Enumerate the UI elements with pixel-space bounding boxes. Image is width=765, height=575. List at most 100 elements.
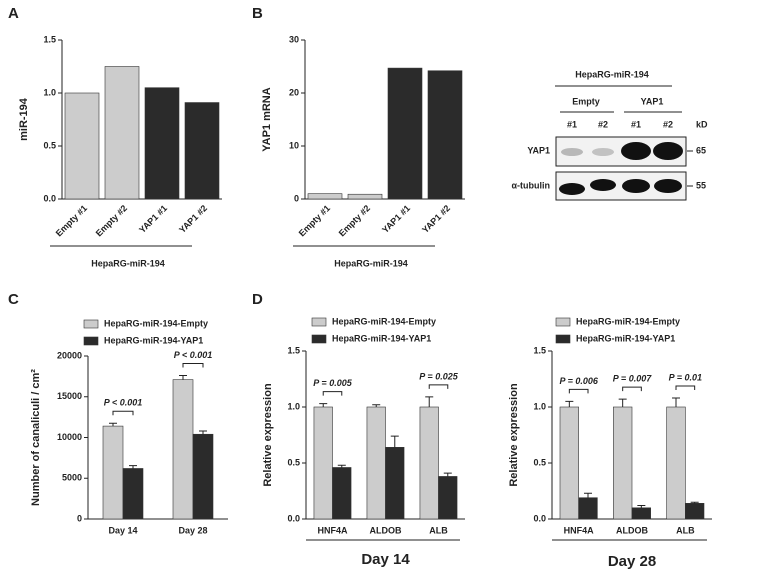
y-tick-label: 1.0 xyxy=(533,401,546,411)
x-tick-label: ALB xyxy=(429,525,448,535)
legend-label: HepaRG-miR-194-YAP1 xyxy=(576,333,675,343)
error-bar xyxy=(337,464,346,468)
y-tick-label: 10 xyxy=(289,140,299,150)
bar xyxy=(347,193,383,200)
blot-group: YAP1 xyxy=(641,96,664,106)
bar xyxy=(313,406,333,520)
band xyxy=(559,183,585,195)
p-value: P = 0.005 xyxy=(313,378,352,388)
y-tick-label: 0.5 xyxy=(43,140,56,150)
x-tick-label: ALDOB xyxy=(370,525,402,535)
x-tick-label: Empty #1 xyxy=(54,203,89,238)
bar xyxy=(427,70,463,200)
band xyxy=(592,148,614,156)
error-bar xyxy=(618,398,627,407)
legend-label: HepaRG-miR-194-Empty xyxy=(104,318,208,328)
bar xyxy=(307,193,343,200)
panel-letter: C xyxy=(8,291,19,308)
y-tick-label: 1.5 xyxy=(43,34,56,44)
x-tick-label: YAP1 #2 xyxy=(420,203,452,235)
bar xyxy=(685,503,705,520)
y-tick-label: 20 xyxy=(289,87,299,97)
x-tick-label: YAP1 #1 xyxy=(137,203,169,235)
group-label: HepaRG-miR-194 xyxy=(334,258,408,268)
x-axis-label: Day 14 xyxy=(361,551,410,568)
band xyxy=(653,142,683,160)
legend-swatch xyxy=(83,336,99,346)
x-tick-label: Empty #2 xyxy=(337,203,372,238)
band xyxy=(561,148,583,156)
x-tick-label: YAP1 #2 xyxy=(177,203,209,235)
bar xyxy=(122,468,144,520)
bar xyxy=(184,102,220,200)
p-value: P = 0.006 xyxy=(559,376,598,386)
y-tick-label: 0.0 xyxy=(43,193,56,203)
legend-swatch xyxy=(83,319,99,329)
y-tick-label: 1.0 xyxy=(287,401,300,411)
x-tick-label: ALDOB xyxy=(616,525,648,535)
p-value: P < 0.001 xyxy=(104,398,142,408)
legend-swatch xyxy=(311,334,327,344)
significance-bracket xyxy=(428,384,449,389)
y-tick-label: 5000 xyxy=(62,473,82,483)
bar xyxy=(64,92,100,200)
band xyxy=(590,179,616,191)
x-tick-label: YAP1 #1 xyxy=(380,203,412,235)
y-tick-label: 0.5 xyxy=(287,457,300,467)
y-tick-label: 0 xyxy=(77,513,82,523)
y-tick-label: 15000 xyxy=(57,391,82,401)
y-axis-label: Number of canaliculi / cm² xyxy=(30,369,42,506)
y-tick-label: 1.5 xyxy=(287,345,300,355)
blot-unit: kD xyxy=(696,119,708,129)
group-label: HepaRG-miR-194 xyxy=(91,258,165,268)
error-bar xyxy=(425,396,434,407)
p-value: P = 0.01 xyxy=(669,372,702,382)
significance-bracket xyxy=(182,363,204,368)
bar xyxy=(192,433,214,520)
blot-group: Empty xyxy=(572,96,600,106)
x-tick-label: HNF4A xyxy=(564,525,595,535)
y-tick-label: 0.5 xyxy=(533,457,546,467)
y-tick-label: 0 xyxy=(294,193,299,203)
y-tick-label: 10000 xyxy=(57,432,82,442)
blot-row-label: YAP1 xyxy=(527,145,550,155)
y-axis-label: Relative expression xyxy=(508,383,520,487)
x-tick-label: Day 14 xyxy=(108,525,137,535)
y-tick-label: 1.5 xyxy=(533,345,546,355)
legend-swatch xyxy=(555,317,571,327)
bar xyxy=(631,507,651,520)
band xyxy=(622,179,650,193)
x-axis-label: Day 28 xyxy=(608,553,656,570)
error-bar xyxy=(199,430,207,435)
bar xyxy=(102,425,124,520)
p-value: P = 0.025 xyxy=(419,371,458,381)
y-axis-label: Relative expression xyxy=(262,383,274,487)
bar xyxy=(104,66,140,200)
significance-bracket xyxy=(322,391,343,396)
x-tick-label: Empty #2 xyxy=(94,203,129,238)
lane-label: #2 xyxy=(663,119,673,129)
bar xyxy=(578,497,598,520)
legend-label: HepaRG-miR-194-YAP1 xyxy=(332,333,431,343)
y-tick-label: 1.0 xyxy=(43,87,56,97)
bar xyxy=(613,406,633,520)
panel-letter: A xyxy=(8,5,19,22)
blot-row-label: α-tubulin xyxy=(511,180,550,190)
bar xyxy=(438,476,458,520)
kd-label: 55 xyxy=(696,180,706,190)
bar xyxy=(172,379,194,520)
band xyxy=(621,142,651,160)
bar xyxy=(366,406,386,520)
x-tick-label: ALB xyxy=(676,525,695,535)
bar xyxy=(559,406,579,520)
bar xyxy=(332,467,352,520)
y-tick-label: 0.0 xyxy=(287,513,300,523)
error-bar xyxy=(179,375,187,380)
legend-label: HepaRG-miR-194-YAP1 xyxy=(104,335,203,345)
error-bar xyxy=(672,397,680,407)
error-bar xyxy=(565,400,574,407)
legend-swatch xyxy=(311,317,327,327)
p-value: P = 0.007 xyxy=(613,374,652,384)
error-bar xyxy=(690,501,699,504)
